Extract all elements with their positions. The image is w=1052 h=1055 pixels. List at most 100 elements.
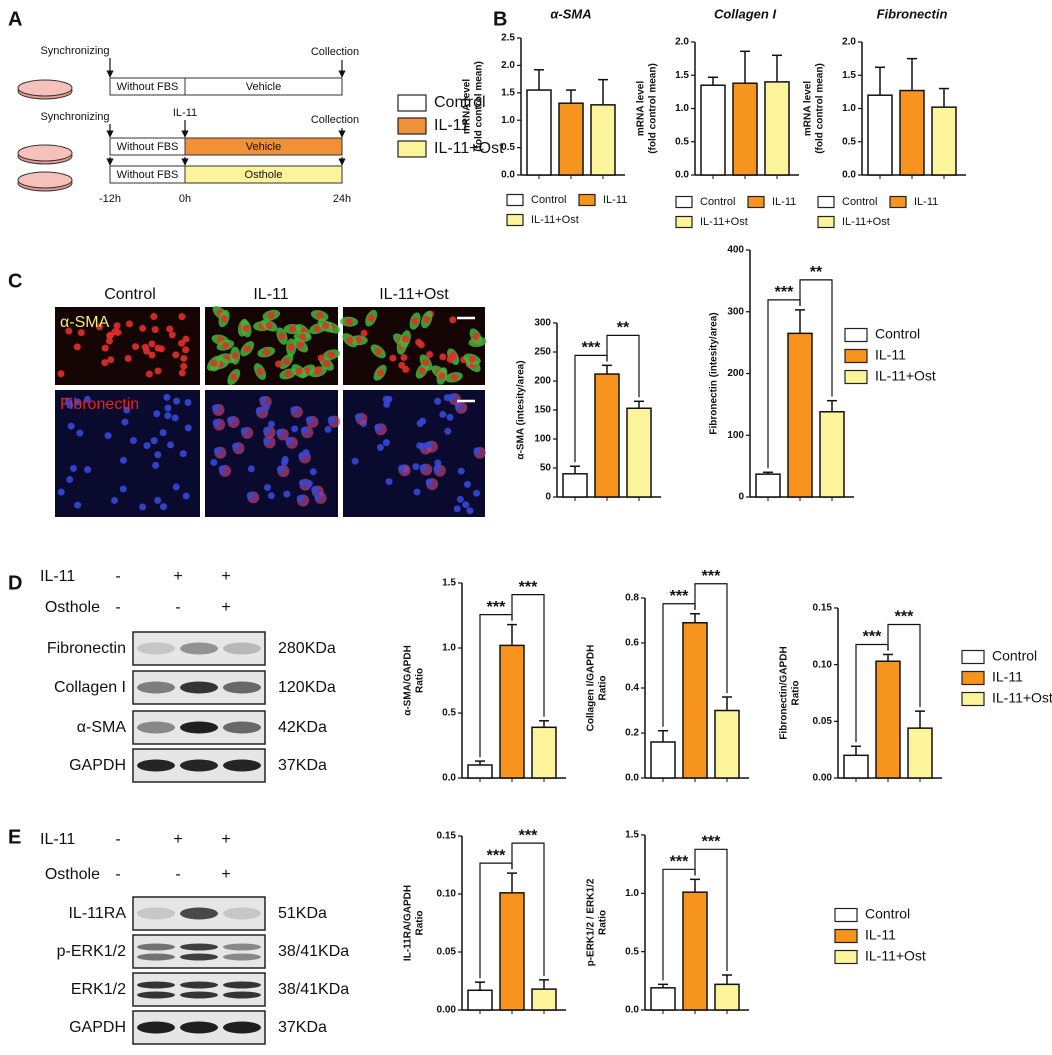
- bar: [875, 660, 901, 779]
- bar: [819, 411, 845, 498]
- bar: [626, 407, 652, 498]
- nucleus: [450, 373, 458, 381]
- band: [137, 943, 175, 951]
- panel-label: B: [493, 8, 507, 30]
- treatment-label: Osthole: [45, 866, 100, 883]
- legend-label: IL-11: [914, 196, 938, 208]
- nucleus: [439, 353, 447, 361]
- y-tick-label: 1.0: [501, 115, 515, 126]
- bar: [682, 891, 708, 1011]
- significance-label: ***: [487, 599, 506, 616]
- panel-label: D: [8, 572, 22, 594]
- y-tick-label: 0.15: [437, 831, 457, 842]
- nucleus: [180, 354, 188, 362]
- panel-label: A: [8, 8, 22, 30]
- nucleus: [66, 401, 74, 409]
- panel-label: C: [8, 270, 22, 292]
- nucleus: [123, 406, 131, 414]
- nucleus: [425, 441, 433, 449]
- band: [137, 907, 175, 920]
- nucleus: [355, 336, 363, 344]
- nucleus: [139, 324, 147, 332]
- treatment-label: IL-11: [40, 568, 75, 585]
- band: [180, 953, 218, 961]
- nucleus: [125, 320, 133, 328]
- y-axis-label: mRNA level: [803, 81, 814, 136]
- band: [137, 721, 175, 734]
- stain-label: Fibronectin: [60, 396, 139, 413]
- y-tick-label: 0.00: [813, 773, 833, 784]
- nucleus: [106, 332, 114, 340]
- significance-label: ***: [863, 629, 882, 646]
- nucleus: [101, 344, 109, 352]
- nucleus: [218, 465, 226, 473]
- bar: [931, 106, 957, 176]
- band: [180, 991, 218, 999]
- nucleus: [242, 325, 250, 333]
- nucleus: [95, 323, 103, 331]
- y-tick-label: 150: [534, 405, 551, 416]
- y-axis-label: IL-11RA/GAPDH: [403, 885, 414, 961]
- legend-swatch: [397, 94, 427, 112]
- y-tick-label: 2.0: [501, 60, 515, 71]
- sign: +: [221, 568, 230, 585]
- y-tick-label: 100: [727, 430, 744, 441]
- significance-bracket: [511, 842, 545, 976]
- y-axis-label: p-ERK1/2 / ERK1/2: [586, 878, 597, 966]
- dish: [17, 79, 73, 97]
- nucleus: [256, 368, 264, 376]
- nucleus: [298, 479, 306, 487]
- nucleus: [231, 352, 239, 360]
- y-tick-label: 2.0: [842, 37, 856, 48]
- nucleus: [290, 406, 298, 414]
- nucleus: [267, 492, 275, 500]
- nucleus: [466, 507, 474, 515]
- y-tick-label: 0.0: [625, 773, 639, 784]
- nucleus: [259, 396, 267, 404]
- sign: +: [173, 568, 182, 585]
- band: [223, 759, 261, 772]
- nucleus: [73, 343, 81, 351]
- treatment-label: Osthole: [45, 599, 100, 616]
- nucleus: [300, 426, 308, 434]
- nucleus: [311, 486, 319, 494]
- sign: +: [173, 831, 182, 848]
- legend-swatch: [817, 195, 835, 209]
- legend-swatch: [834, 928, 858, 944]
- y-tick-label: 300: [534, 318, 551, 329]
- nucleus: [129, 436, 137, 444]
- bar: [899, 89, 925, 176]
- legend-label: IL-11: [434, 117, 469, 134]
- bar: [531, 988, 557, 1011]
- y-tick-label: 0.4: [625, 683, 639, 694]
- bar: [764, 81, 790, 176]
- band: [180, 642, 218, 655]
- band: [137, 1021, 175, 1034]
- blot-label: GAPDH: [69, 757, 126, 774]
- nucleus: [468, 355, 476, 363]
- blot: [132, 972, 266, 1007]
- y-axis-label: Fibronectin/GAPDH: [779, 646, 790, 739]
- nucleus: [178, 369, 186, 377]
- bar: [558, 102, 584, 176]
- nucleus: [262, 348, 270, 356]
- y-axis-label: Ratio: [598, 676, 609, 701]
- y-tick-label: 1.5: [675, 70, 689, 81]
- legend-label: Control: [875, 326, 920, 342]
- nucleus: [411, 317, 419, 325]
- nucleus: [84, 466, 92, 474]
- band: [137, 759, 175, 772]
- blot-label: IL-11RA: [68, 905, 126, 922]
- nucleus: [77, 329, 85, 337]
- nucleus: [433, 465, 441, 473]
- legend-label: Control: [434, 94, 486, 111]
- y-tick-label: 0: [738, 492, 744, 503]
- significance-bracket: [799, 279, 833, 397]
- legend-swatch: [675, 195, 693, 209]
- nucleus: [296, 494, 304, 502]
- time-label: 24h: [333, 193, 351, 205]
- nucleus: [150, 437, 158, 445]
- nucleus: [132, 343, 140, 351]
- nucleus: [462, 501, 470, 509]
- marker-label: Collection: [311, 114, 359, 126]
